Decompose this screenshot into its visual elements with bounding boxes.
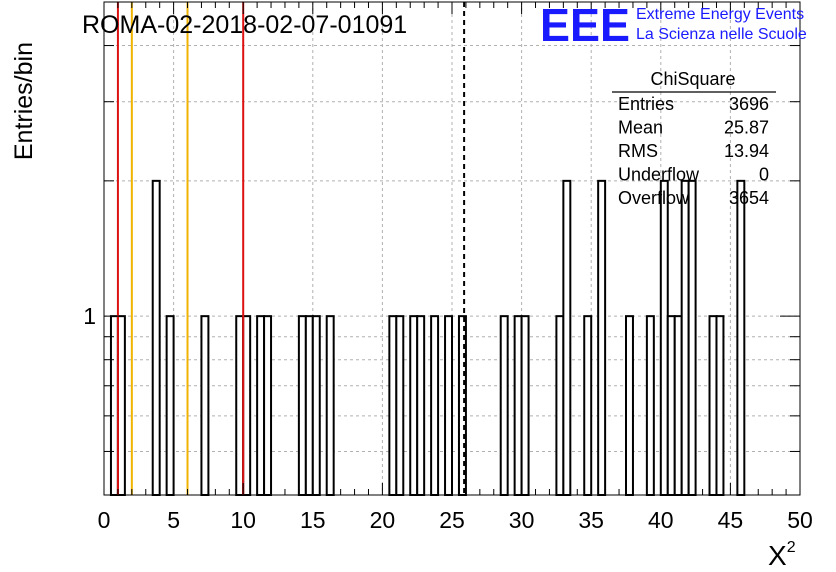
- stats-row-label: Underflow: [618, 165, 700, 185]
- histogram-bin: [311, 315, 321, 496]
- histogram-bin: [687, 179, 697, 496]
- histogram-bars: [109, 179, 746, 496]
- eee-logo-mark: EEE: [540, 0, 630, 51]
- x-tick-label: 15: [300, 507, 326, 533]
- histogram-bin: [263, 315, 273, 496]
- histogram-bin: [457, 315, 467, 496]
- chart-title: ROMA-02-2018-02-07-01091: [82, 11, 407, 39]
- x-tick-label: 25: [439, 507, 465, 533]
- y-axis-label: Entries/bin: [10, 42, 38, 160]
- x-tick-label: 0: [98, 507, 111, 533]
- histogram-bin: [304, 315, 314, 496]
- stats-box: ChiSquare Entries 3696 Mean 25.87 RMS 13.94 Un…: [612, 69, 776, 208]
- x-axis-label-superscript: 2: [787, 539, 796, 556]
- histogram-bin: [395, 315, 405, 496]
- x-tick-label: 20: [370, 507, 396, 533]
- histogram-bin: [409, 315, 419, 496]
- histogram-bin: [680, 179, 690, 496]
- x-tick-label: 10: [230, 507, 256, 533]
- histogram-bin: [513, 315, 523, 496]
- histogram-bin: [625, 315, 634, 496]
- x-tick-label: 35: [578, 507, 604, 533]
- histogram-bin: [256, 315, 266, 496]
- histogram-bin: [708, 315, 718, 496]
- histogram-bin: [562, 179, 572, 496]
- reference-lines: [116, 2, 466, 495]
- x-tick-label: 50: [787, 507, 813, 533]
- histogram-bin: [430, 315, 440, 496]
- histogram-bin: [109, 315, 119, 496]
- stats-row-value: 3654: [729, 188, 769, 208]
- eee-logo: EEE Extreme Energy Events La Scienza nel…: [540, 0, 807, 51]
- histogram-bin: [520, 315, 530, 496]
- histogram-bin: [116, 315, 126, 496]
- histogram-bin: [597, 179, 607, 496]
- histogram-bin: [151, 179, 161, 496]
- eee-logo-line2: La Scienza nelle Scuole: [636, 26, 807, 43]
- histogram-bin: [555, 315, 565, 496]
- x-tick-label: 30: [509, 507, 535, 533]
- stats-row-value: 13.94: [724, 141, 769, 161]
- histogram-bin: [297, 315, 307, 496]
- histogram-bin: [200, 315, 210, 496]
- x-tick-label: 45: [718, 507, 744, 533]
- histogram-bin: [165, 315, 175, 496]
- histogram-bin: [659, 179, 669, 496]
- histogram-bin: [673, 315, 683, 496]
- histogram-bin: [736, 179, 746, 496]
- histogram-bin: [444, 315, 454, 496]
- stats-row-label: Mean: [618, 118, 663, 138]
- histogram-bin: [235, 315, 245, 496]
- stats-box-title: ChiSquare: [650, 69, 735, 89]
- stats-row-value: 25.87: [724, 118, 769, 138]
- histogram-bin: [499, 315, 509, 496]
- x-axis-label-base: X: [768, 540, 787, 571]
- histogram-bin: [666, 315, 676, 496]
- histogram-bin: [388, 315, 398, 496]
- axis-ticks: 0 5 10 15 20 25 30 35 40 45 50 1: [83, 2, 813, 533]
- histogram-bin: [325, 315, 335, 496]
- histogram-bin: [416, 315, 426, 496]
- x-tick-label: 40: [648, 507, 674, 533]
- histogram-bin: [645, 315, 655, 496]
- stats-row-label: Entries: [618, 94, 674, 114]
- stats-row-label: RMS: [618, 141, 658, 161]
- stats-row-value: 0: [759, 165, 769, 185]
- eee-logo-line1: Extreme Energy Events: [636, 6, 804, 23]
- histogram-bin: [583, 315, 593, 496]
- histogram-bin: [715, 315, 725, 496]
- stats-row-label: Overflow: [618, 188, 690, 208]
- histogram-bin: [242, 315, 252, 496]
- x-tick-label: 5: [167, 507, 180, 533]
- y-tick-label: 1: [83, 303, 96, 329]
- x-axis-label: X2: [768, 539, 796, 571]
- stats-row-value: 3696: [729, 94, 769, 114]
